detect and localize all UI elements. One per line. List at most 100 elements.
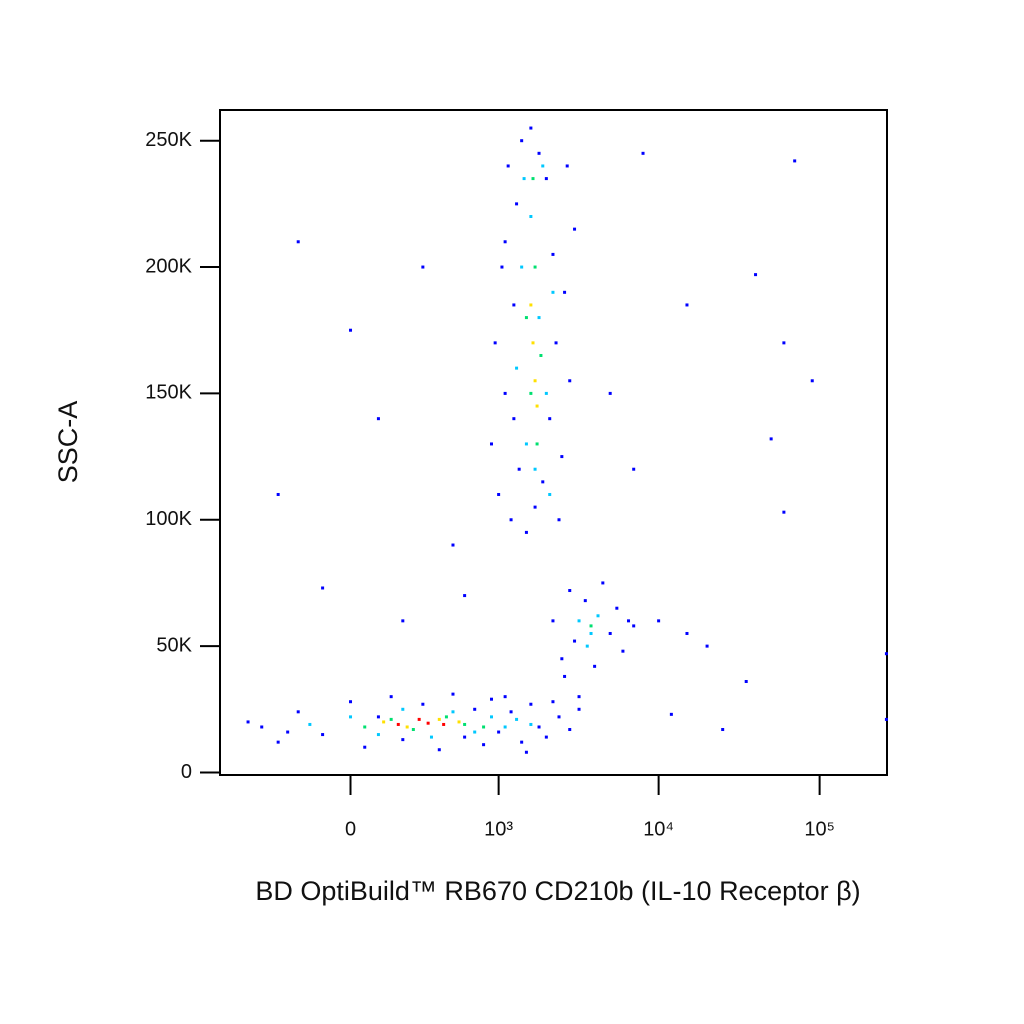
point (520, 139, 524, 143)
point (632, 624, 636, 628)
point (520, 740, 524, 744)
point (537, 151, 541, 155)
point (520, 265, 524, 269)
point (512, 303, 516, 307)
point (551, 290, 555, 294)
point (426, 721, 430, 725)
point (577, 707, 581, 711)
point (417, 717, 421, 721)
point (589, 631, 593, 635)
point (437, 748, 441, 752)
point (286, 730, 290, 734)
x-axis-title: BD OptiBuild™ RB670 CD210b (IL-10 Recept… (255, 876, 860, 906)
point (308, 722, 312, 726)
point (593, 664, 597, 668)
point (632, 467, 636, 471)
point (601, 581, 605, 585)
point (531, 341, 535, 345)
point (457, 720, 461, 724)
x-tick-label: 10⁵ (804, 818, 835, 840)
point (529, 702, 533, 706)
point (557, 518, 561, 522)
point (401, 707, 405, 711)
point (615, 606, 619, 610)
point (563, 290, 567, 294)
point (503, 391, 507, 395)
point (451, 710, 455, 714)
point (539, 353, 543, 357)
point (537, 316, 541, 320)
point (541, 480, 545, 484)
point (522, 177, 526, 181)
point (421, 702, 425, 706)
point (884, 652, 888, 656)
point (548, 492, 552, 496)
x-tick-label: 10⁴ (643, 818, 674, 840)
point (349, 328, 353, 332)
point (533, 379, 537, 383)
point (705, 644, 709, 648)
point (554, 341, 558, 345)
point (482, 725, 486, 729)
point (544, 391, 548, 395)
point (529, 303, 533, 307)
point (573, 227, 577, 231)
point (405, 725, 409, 729)
point (489, 715, 493, 719)
point (389, 717, 393, 721)
point (573, 639, 577, 643)
point (451, 692, 455, 696)
point (321, 586, 325, 590)
point (411, 728, 415, 732)
point (685, 303, 689, 307)
point (563, 674, 567, 678)
point (376, 715, 380, 719)
point (568, 589, 572, 593)
point (442, 722, 446, 726)
point (565, 164, 569, 168)
point (506, 164, 510, 168)
point (463, 594, 467, 598)
point (577, 619, 581, 623)
point (560, 657, 564, 661)
point (349, 700, 353, 704)
point (544, 177, 548, 181)
point (884, 717, 888, 721)
point (744, 679, 748, 683)
point (503, 695, 507, 699)
point (421, 265, 425, 269)
point (551, 252, 555, 256)
point (657, 619, 661, 623)
point (769, 437, 773, 441)
point (529, 126, 533, 130)
point (463, 722, 467, 726)
point (321, 733, 325, 737)
point (577, 695, 581, 699)
point (497, 492, 501, 496)
point (396, 722, 400, 726)
point (685, 631, 689, 635)
point (401, 619, 405, 623)
y-tick-label: 150K (145, 382, 192, 404)
point (535, 442, 539, 446)
x-tick-label: 10³ (484, 818, 513, 840)
y-tick-label: 250K (145, 129, 192, 151)
point (533, 505, 537, 509)
point (444, 715, 448, 719)
plot-frame (219, 109, 888, 776)
point (544, 735, 548, 739)
point (782, 510, 786, 514)
point (382, 720, 386, 724)
point (463, 735, 467, 739)
point (524, 750, 528, 754)
point (529, 391, 533, 395)
point (568, 379, 572, 383)
point (515, 202, 519, 206)
point (515, 366, 519, 370)
point (376, 417, 380, 421)
point (473, 730, 477, 734)
y-tick-label: 0 (181, 761, 192, 783)
point (517, 467, 521, 471)
point (473, 707, 477, 711)
